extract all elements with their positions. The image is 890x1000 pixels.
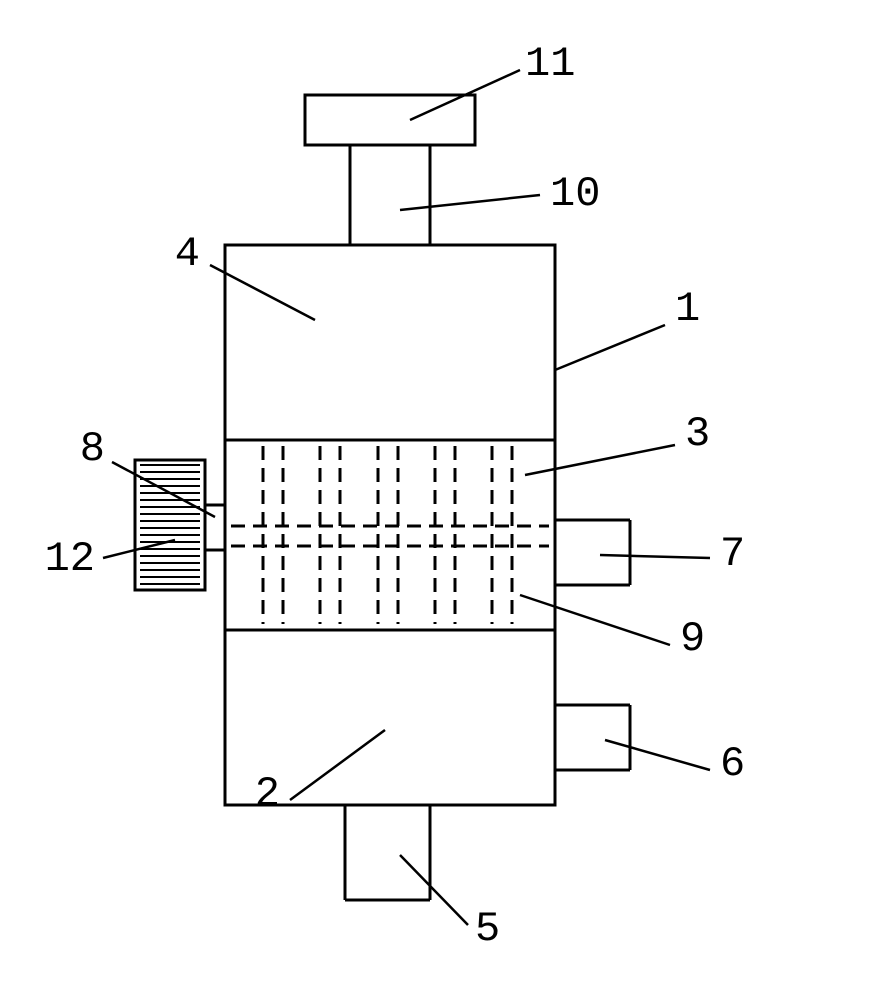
- leader-8: [112, 462, 215, 517]
- label-3: 3: [685, 410, 710, 458]
- label-11: 11: [525, 40, 575, 88]
- leader-6: [605, 740, 710, 770]
- leader-10: [400, 195, 540, 210]
- leader-7: [600, 555, 710, 558]
- leader-9: [520, 595, 670, 645]
- technical-diagram: 123456789101112: [0, 0, 890, 1000]
- leader-5: [400, 855, 468, 925]
- dashed-internals: [231, 446, 549, 624]
- label-4: 4: [175, 230, 200, 278]
- labels: 123456789101112: [45, 40, 746, 953]
- label-1: 1: [675, 285, 700, 333]
- label-2: 2: [255, 770, 280, 818]
- label-8: 8: [80, 425, 105, 473]
- bottom-stem: [345, 805, 430, 900]
- leader-1: [555, 325, 665, 370]
- label-10: 10: [550, 170, 600, 218]
- leader-3: [525, 445, 675, 475]
- leader-2: [290, 730, 385, 800]
- label-9: 9: [680, 615, 705, 663]
- label-12: 12: [45, 535, 95, 583]
- label-7: 7: [720, 530, 745, 578]
- label-5: 5: [475, 905, 500, 953]
- left-neck: [205, 505, 225, 550]
- right-lower-port: [555, 705, 630, 770]
- label-6: 6: [720, 740, 745, 788]
- right-upper-port: [555, 520, 630, 585]
